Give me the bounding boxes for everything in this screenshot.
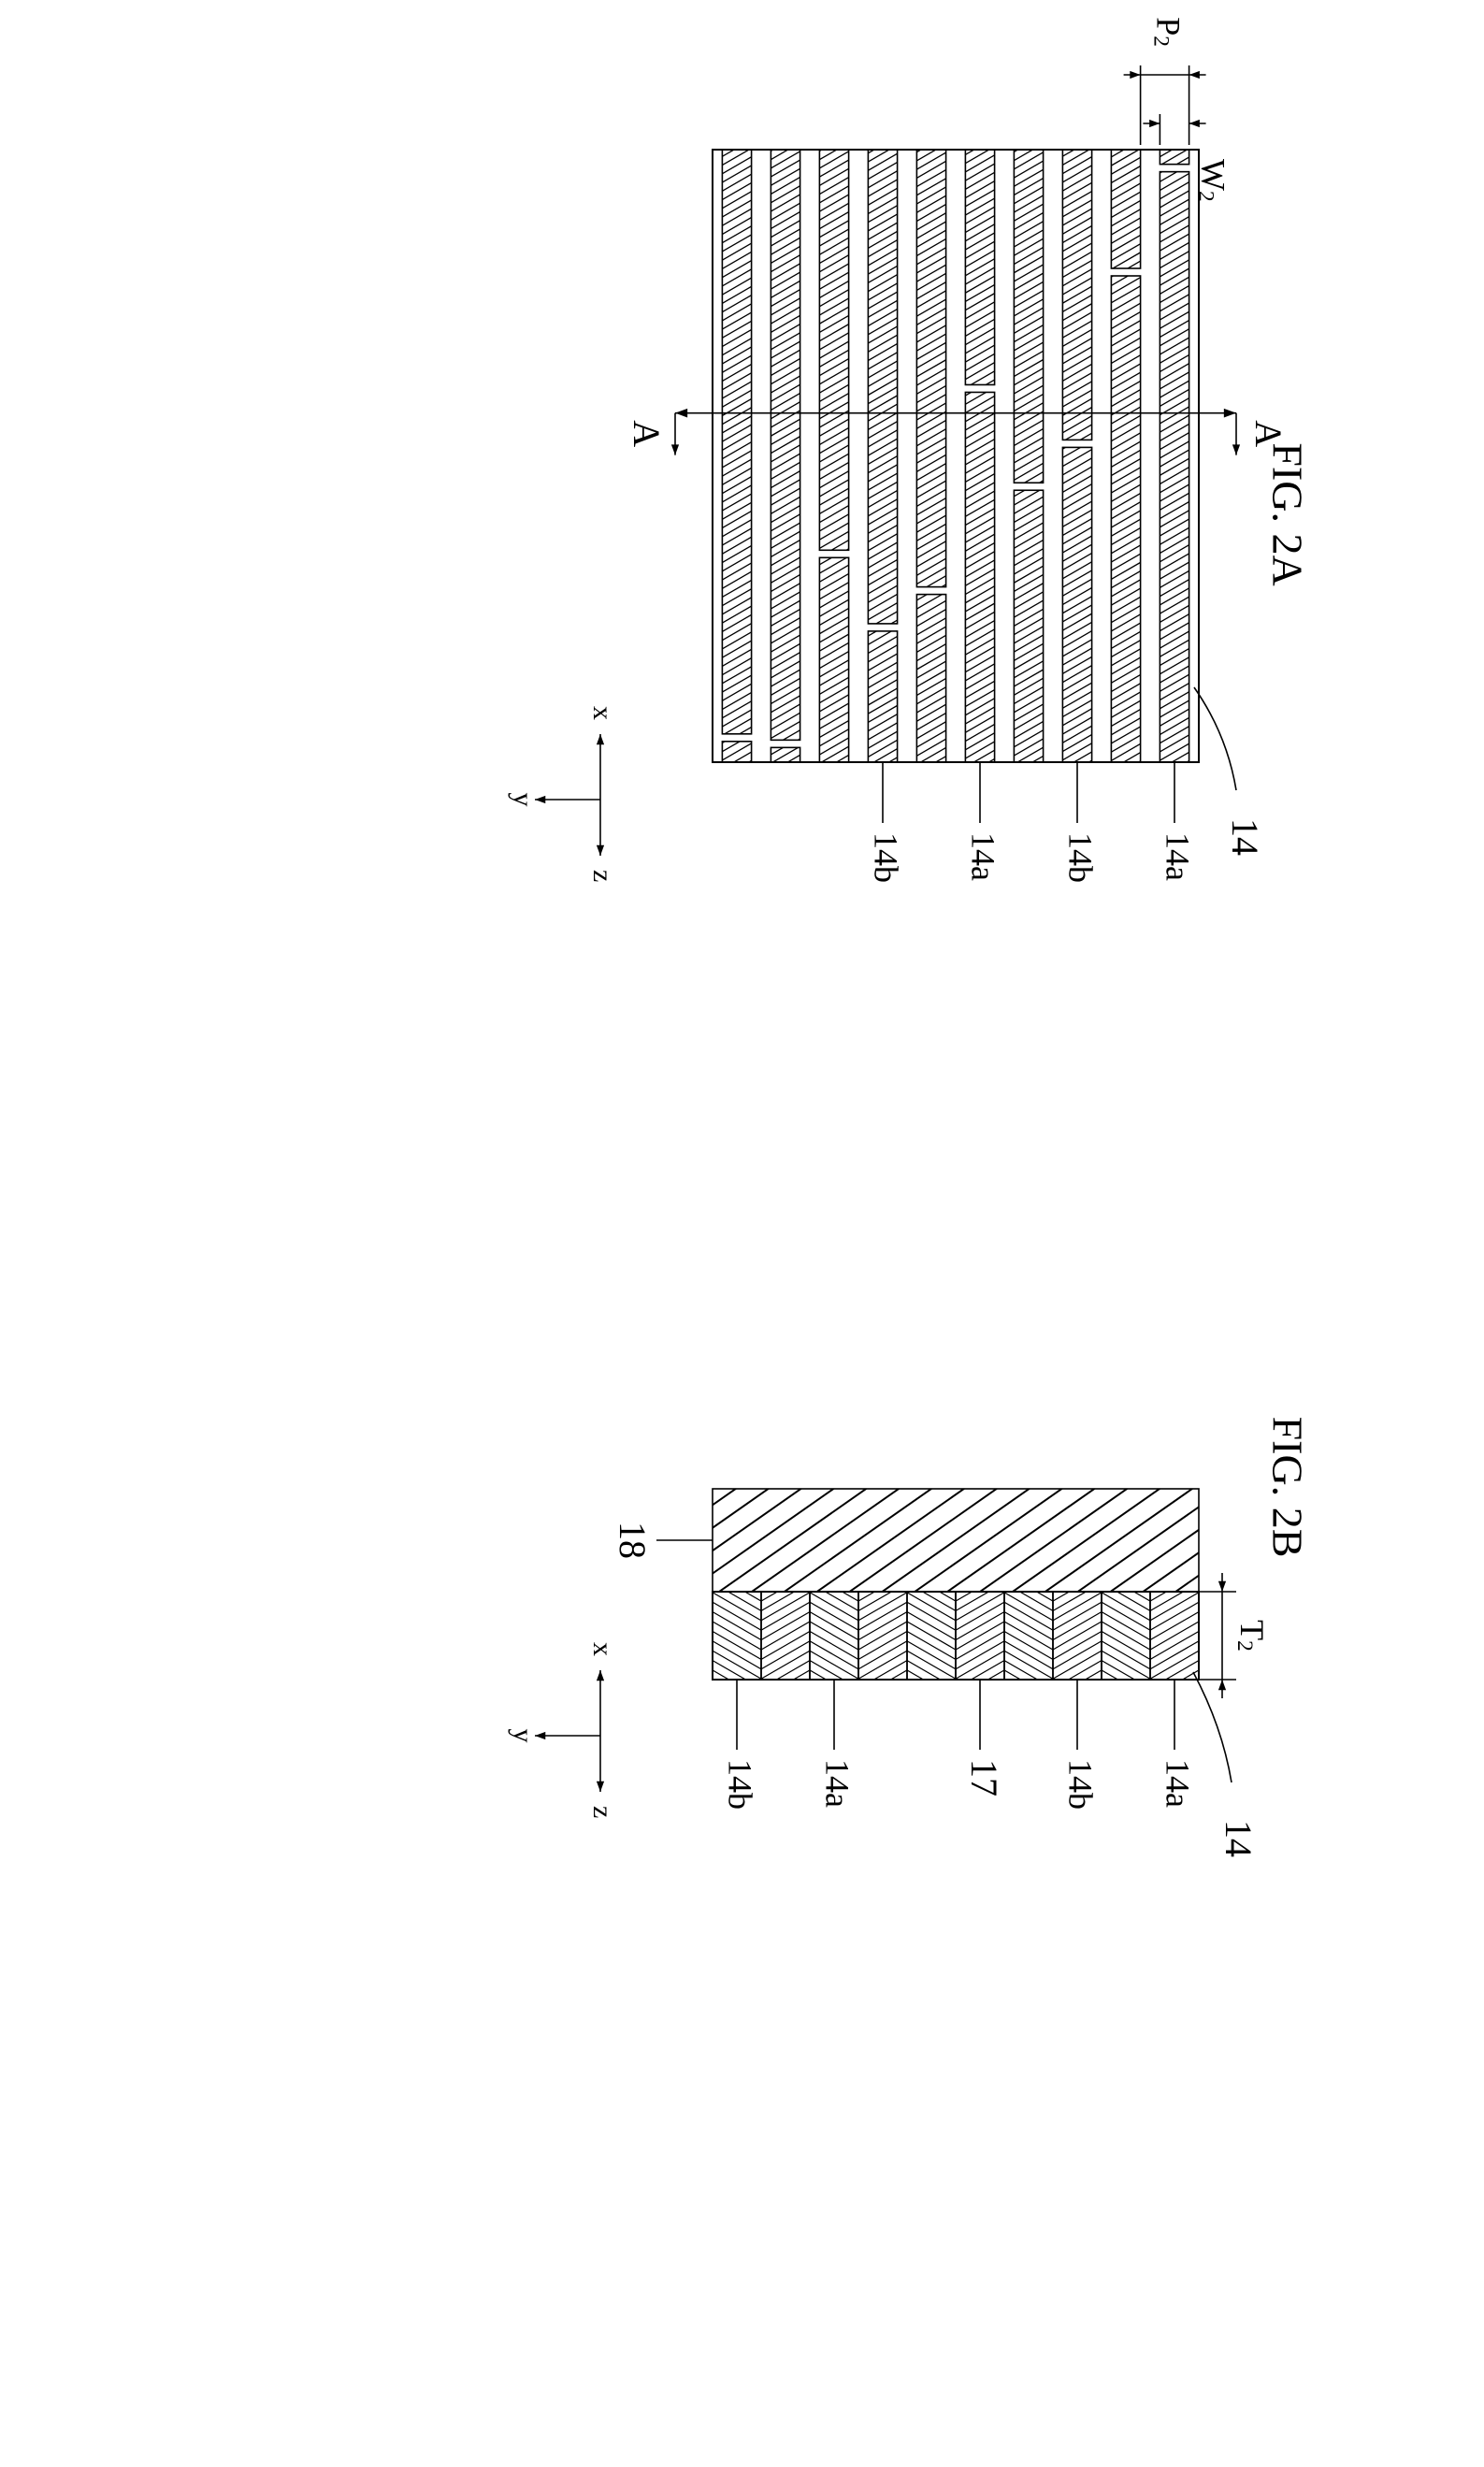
svg-text:z: z — [587, 1806, 618, 1818]
svg-text:14a: 14a — [819, 1759, 857, 1808]
svg-text:P2: P2 — [1148, 17, 1187, 47]
page: FIG. 2A P2 W2 A A 14 14a 14b 14a 14b x z y FIG. 2B T2 1… — [0, 0, 1484, 2462]
svg-text:A: A — [1247, 420, 1289, 447]
svg-text:14b: 14b — [868, 832, 905, 883]
svg-text:18: 18 — [612, 1522, 654, 1559]
svg-text:W2: W2 — [1193, 159, 1232, 202]
svg-text:z: z — [587, 870, 618, 882]
svg-text:14b: 14b — [722, 1759, 759, 1810]
svg-text:y: y — [508, 793, 539, 807]
svg-text:14a: 14a — [1160, 832, 1197, 881]
svg-text:14a: 14a — [965, 832, 1002, 881]
svg-text:T2: T2 — [1232, 1620, 1271, 1652]
svg-text:A: A — [626, 420, 668, 447]
svg-text:x: x — [587, 1642, 618, 1656]
svg-text:14: 14 — [1217, 1820, 1260, 1857]
svg-text:FIG. 2A: FIG. 2A — [1263, 442, 1311, 585]
svg-text:14: 14 — [1224, 818, 1266, 856]
svg-text:FIG. 2B: FIG. 2B — [1263, 1417, 1311, 1558]
svg-text:14b: 14b — [1062, 1759, 1100, 1810]
svg-text:y: y — [508, 1729, 539, 1743]
svg-text:14a: 14a — [1160, 1759, 1197, 1808]
svg-text:14b: 14b — [1062, 832, 1100, 883]
svg-text:17: 17 — [963, 1759, 1005, 1796]
svg-text:x: x — [587, 706, 618, 720]
figure-svg: FIG. 2A P2 W2 A A 14 14a 14b 14a 14b x z y FIG. 2B T2 1… — [0, 0, 1484, 2462]
